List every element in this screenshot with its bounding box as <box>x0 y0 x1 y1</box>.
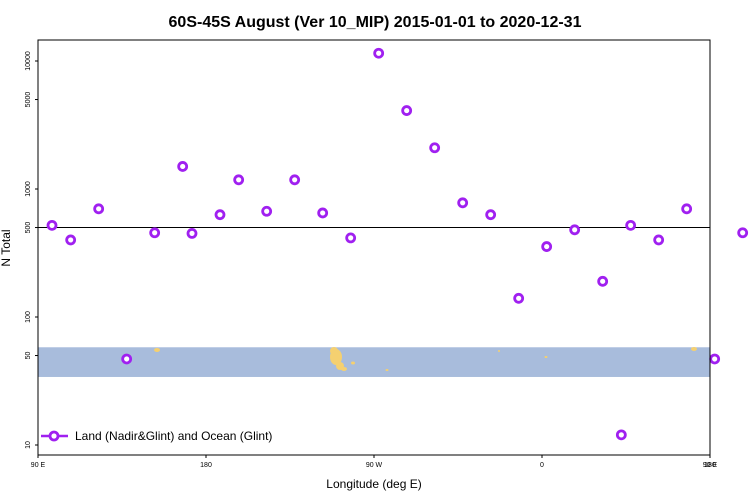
x-axis-label: Longitude (deg E) <box>326 477 421 491</box>
data-point <box>65 234 77 246</box>
y-tick-label: 5000 <box>25 92 32 108</box>
data-point <box>93 203 105 215</box>
land-mass <box>544 356 548 358</box>
data-point <box>737 227 749 239</box>
data-points <box>46 47 749 441</box>
y-tick-label: 50 <box>25 352 32 360</box>
x-tick-label: 90 E <box>31 462 46 469</box>
x-tick-label: 180 <box>200 462 212 469</box>
data-point <box>429 142 441 154</box>
map-strip <box>38 347 710 377</box>
legend-marker <box>48 430 60 442</box>
data-point <box>615 429 627 441</box>
data-point <box>289 174 301 186</box>
legend: Land (Nadir&Glint) and Ocean (Glint) <box>41 429 272 443</box>
data-point <box>177 161 189 172</box>
data-point <box>625 219 637 231</box>
y-axis-label: N Total <box>0 229 13 266</box>
land-mass <box>498 350 500 352</box>
data-point <box>457 197 469 209</box>
x-tick-label: 180 <box>704 462 716 469</box>
data-point <box>653 234 665 246</box>
x-tick-label: 90 E <box>703 462 718 469</box>
data-point <box>46 219 58 231</box>
land-mass <box>330 347 338 355</box>
data-point <box>345 232 357 244</box>
data-point <box>373 47 385 59</box>
data-point <box>317 207 329 219</box>
data-point <box>681 203 693 215</box>
data-point <box>485 209 497 221</box>
y-tick-label: 100 <box>25 311 32 323</box>
land-mass <box>341 367 347 371</box>
data-point <box>121 353 133 365</box>
y-tick-label: 500 <box>25 222 32 234</box>
x-tick-label: 0 <box>540 462 544 469</box>
data-point <box>569 224 581 236</box>
legend-entry: Land (Nadir&Glint) and Ocean (Glint) <box>75 429 272 443</box>
data-point <box>709 353 721 365</box>
land-mass <box>154 348 160 352</box>
y-tick-label: 10 <box>25 441 32 449</box>
y-axis: 10 50 100 500 1000 5000 10000 <box>25 51 38 449</box>
data-point <box>513 292 525 304</box>
data-point <box>541 241 553 252</box>
data-point <box>261 205 273 217</box>
data-point <box>214 209 226 221</box>
data-point <box>597 275 609 287</box>
data-point <box>233 174 245 186</box>
ocean-band <box>38 347 710 377</box>
land-mass <box>385 369 389 371</box>
land-mass <box>691 347 697 351</box>
data-point <box>401 105 413 116</box>
data-point <box>149 227 161 239</box>
chart-title: 60S-45S August (Ver 10_MIP) 2015-01-01 t… <box>169 14 582 31</box>
x-tick-label: 90 W <box>366 462 383 469</box>
y-tick-label: 10000 <box>25 51 32 71</box>
y-tick-label: 1000 <box>25 181 32 197</box>
data-point <box>186 227 198 239</box>
land-mass <box>351 361 355 365</box>
